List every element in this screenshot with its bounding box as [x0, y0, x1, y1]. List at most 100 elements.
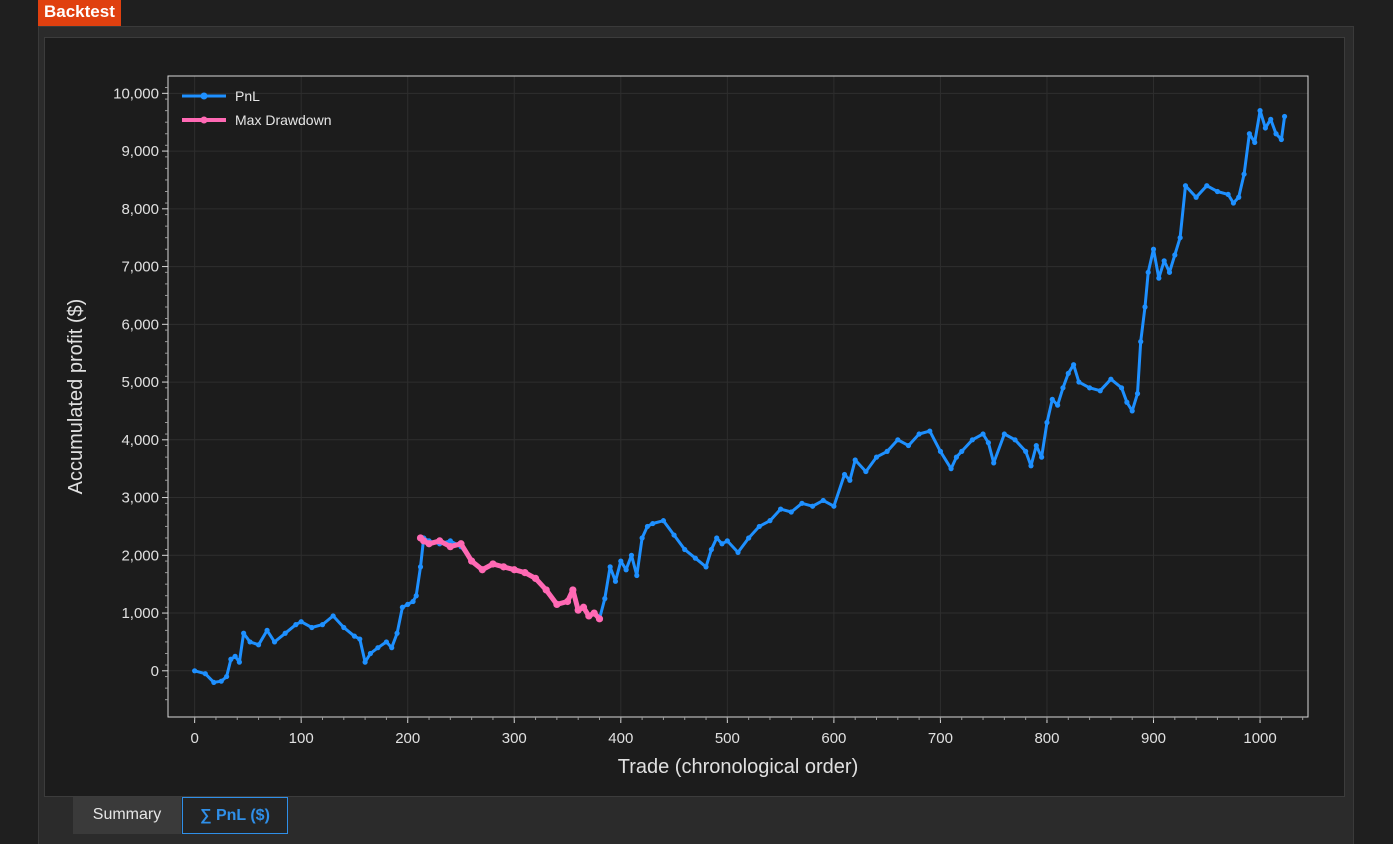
- data-point: [569, 586, 577, 594]
- series-pnl: [192, 108, 1288, 685]
- data-point: [985, 440, 991, 446]
- axis-ticks: 0 1,000 2,000 3,000 4,000 5,000 6,000 7,000 8,00…: [113, 85, 1304, 747]
- data-point: [1172, 252, 1178, 258]
- data-point: [1039, 454, 1045, 460]
- y-tick-label: 6,000: [121, 316, 159, 333]
- data-point: [1118, 385, 1125, 391]
- data-point: [1268, 116, 1274, 122]
- data-point: [1150, 246, 1157, 252]
- data-point: [553, 600, 561, 608]
- data-point: [232, 653, 238, 659]
- data-point: [298, 619, 304, 625]
- legend-marker: [200, 92, 208, 100]
- data-point: [1055, 402, 1061, 408]
- data-point: [1097, 388, 1103, 394]
- data-point: [531, 574, 540, 583]
- x-tick-label: 0: [190, 730, 198, 747]
- data-point: [1001, 431, 1007, 437]
- data-point: [1156, 275, 1162, 281]
- data-point: [937, 448, 944, 454]
- data-point: [319, 622, 326, 628]
- data-point: [1028, 463, 1034, 469]
- data-point: [436, 537, 444, 545]
- data-point: [660, 518, 667, 524]
- data-point: [228, 656, 234, 662]
- data-point: [383, 639, 390, 645]
- data-point: [831, 503, 837, 509]
- plot-area-border: [167, 75, 1309, 718]
- data-point: [1044, 419, 1050, 426]
- data-point: [293, 622, 299, 628]
- window-title: Backtest: [38, 0, 121, 26]
- tab-summary[interactable]: Summary: [73, 797, 181, 834]
- y-tick-label: 4,000: [121, 432, 159, 449]
- data-point: [500, 563, 508, 571]
- data-point: [425, 540, 433, 548]
- data-point: [1060, 385, 1066, 391]
- data-point: [809, 503, 816, 509]
- data-point: [255, 642, 262, 648]
- data-point: [447, 538, 453, 544]
- data-point: [420, 537, 428, 545]
- y-tick-label: 9,000: [121, 143, 159, 160]
- series-max-drawdown: [416, 534, 604, 623]
- data-point: [1033, 442, 1039, 449]
- data-point: [1257, 108, 1263, 114]
- y-tick-label: 3,000: [121, 490, 159, 507]
- data-point: [1273, 131, 1279, 137]
- data-point: [634, 572, 640, 579]
- data-point: [192, 668, 198, 674]
- data-point: [489, 560, 497, 568]
- data-point: [1049, 396, 1055, 402]
- data-point: [590, 609, 598, 617]
- series-layer: [192, 108, 1288, 685]
- data-point: [367, 650, 374, 657]
- data-point: [1214, 188, 1221, 195]
- data-point: [410, 598, 416, 605]
- data-point: [607, 564, 613, 570]
- legend: PnL Max Drawdown: [182, 88, 331, 128]
- data-point: [873, 454, 880, 460]
- data-point: [847, 477, 853, 483]
- data-point: [991, 460, 997, 466]
- data-point: [602, 596, 608, 602]
- data-point: [362, 659, 368, 665]
- data-point: [852, 457, 858, 463]
- data-point: [618, 558, 624, 564]
- x-tick-label: 600: [821, 730, 846, 747]
- data-point: [788, 509, 794, 515]
- data-point: [236, 659, 242, 665]
- data-point: [563, 597, 572, 606]
- data-point: [468, 557, 476, 565]
- data-point: [282, 630, 288, 636]
- data-point: [1225, 191, 1231, 197]
- y-axis-label: Accumulated profit ($): [65, 299, 87, 495]
- tab-pnl[interactable]: ∑ PnL ($): [182, 797, 288, 834]
- series-line: [194, 109, 1287, 684]
- data-point: [1161, 258, 1167, 264]
- x-tick-label: 200: [395, 730, 420, 747]
- data-point: [357, 636, 363, 642]
- x-tick-label: 400: [608, 730, 633, 747]
- data-point: [351, 633, 358, 639]
- data-point: [1241, 171, 1247, 177]
- data-point: [623, 567, 629, 573]
- data-point: [1278, 136, 1284, 143]
- data-point: [708, 546, 714, 553]
- legend-label: PnL: [235, 88, 260, 104]
- data-point: [628, 552, 635, 558]
- data-point: [644, 523, 651, 530]
- data-point: [820, 497, 826, 504]
- data-point: [1129, 408, 1135, 414]
- data-point: [1193, 194, 1199, 200]
- data-point: [271, 639, 278, 645]
- data-point: [1108, 376, 1114, 382]
- data-point: [799, 500, 805, 506]
- data-point: [639, 535, 645, 541]
- data-point: [1134, 391, 1141, 397]
- data-point: [375, 645, 381, 651]
- data-point: [574, 606, 582, 614]
- data-point: [746, 535, 752, 541]
- data-point: [399, 604, 405, 610]
- y-tick-label: 5,000: [121, 374, 159, 391]
